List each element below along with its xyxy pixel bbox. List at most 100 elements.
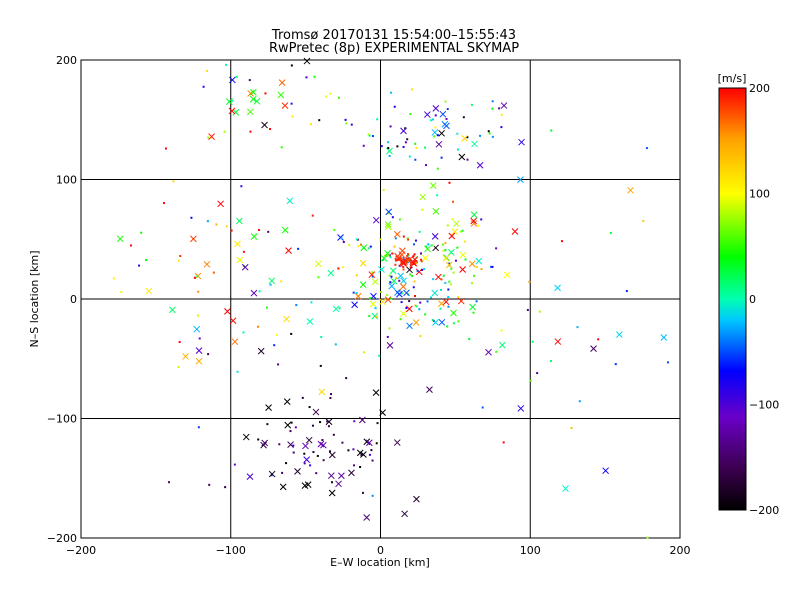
data-point-dot	[355, 291, 358, 294]
data-point-dot	[269, 128, 272, 131]
data-point-dot	[536, 372, 539, 375]
data-point-cross	[303, 57, 311, 65]
data-point-cross	[195, 357, 203, 365]
data-point-dot	[316, 454, 319, 457]
data-point-dot	[472, 311, 475, 314]
data-point-dot	[423, 268, 426, 271]
data-point-dot	[353, 464, 356, 467]
y-axis-title: N–S location [km]	[28, 250, 41, 347]
data-point-dot	[275, 333, 278, 336]
data-point-cross	[232, 109, 240, 116]
data-point-cross	[439, 110, 447, 118]
data-point-dot	[406, 138, 409, 141]
data-point-dot	[409, 273, 412, 276]
data-point-dot	[447, 305, 450, 308]
data-point-dot	[369, 245, 372, 248]
data-point-cross	[301, 482, 309, 489]
data-point-dot	[266, 423, 269, 426]
data-point-dot	[278, 443, 281, 446]
data-point-dot	[389, 256, 392, 259]
data-point-cross	[386, 147, 393, 155]
data-point-cross	[438, 129, 445, 137]
data-point-dot	[495, 350, 498, 353]
data-point-cross	[337, 234, 344, 241]
data-point-dot	[614, 363, 617, 366]
data-point-dot	[412, 286, 415, 289]
data-point-dot	[470, 282, 473, 285]
data-point-dot	[206, 220, 209, 223]
data-point-dot	[396, 145, 399, 148]
data-point-cross	[332, 305, 340, 313]
data-point-dot	[309, 464, 312, 467]
data-point-dot	[331, 481, 334, 484]
data-point-dot	[502, 441, 505, 444]
data-point-cross	[190, 235, 197, 243]
data-point-dot	[415, 305, 418, 308]
data-point-dot	[292, 444, 295, 447]
data-point-dot	[529, 379, 532, 382]
data-point-cross	[257, 347, 265, 355]
colorbar-tick-label: 0	[749, 293, 756, 306]
data-point-dot	[359, 465, 362, 468]
data-point-cross	[385, 208, 393, 216]
data-point-dot	[442, 243, 445, 246]
data-point-cross	[229, 317, 237, 325]
data-point-dot	[208, 483, 211, 486]
data-point-dot	[432, 244, 435, 247]
x-axis-title: E–W location [km]	[330, 556, 430, 569]
data-point-cross	[445, 261, 453, 269]
data-point-dot	[421, 268, 424, 271]
data-point-cross	[116, 235, 124, 243]
data-point-cross	[590, 345, 597, 352]
data-point-dot	[576, 326, 579, 329]
data-point-dot	[491, 265, 494, 268]
data-point-dot	[452, 271, 455, 274]
data-point-cross	[224, 308, 231, 315]
data-point-dot	[429, 119, 432, 122]
data-point-dot	[393, 245, 396, 248]
data-point-dot	[291, 115, 294, 118]
data-point-dot	[164, 147, 167, 150]
data-point-cross	[217, 200, 224, 208]
data-point-dot	[290, 332, 293, 335]
data-point-cross	[406, 322, 413, 330]
data-point-dot	[301, 396, 304, 399]
data-point-dot	[290, 64, 293, 67]
data-point-cross	[277, 91, 285, 99]
data-point-dot	[550, 129, 553, 132]
data-point-cross	[442, 298, 450, 306]
data-point-dot	[329, 396, 332, 399]
data-point-cross	[235, 217, 243, 225]
data-point-dot	[415, 146, 418, 149]
data-point-cross	[253, 97, 261, 105]
data-point-dot	[378, 354, 381, 357]
y-tick-labels: −200 −100 0 100 200	[47, 54, 77, 545]
data-point-dot	[452, 200, 455, 203]
data-point-cross	[450, 309, 457, 317]
colorbar-tick-label: 200	[749, 82, 770, 95]
data-point-dot	[430, 244, 433, 247]
data-point-dot	[330, 393, 333, 396]
data-point-dot	[491, 135, 494, 138]
data-point-cross	[660, 334, 668, 341]
data-point-dot	[491, 100, 494, 103]
data-point-cross	[360, 451, 367, 458]
y-tick-label: 0	[70, 293, 77, 306]
data-point-dot	[457, 148, 460, 151]
data-point-dot	[466, 136, 469, 139]
data-point-dot	[425, 245, 428, 248]
data-point-dot	[371, 135, 374, 138]
data-point-dot	[355, 238, 358, 241]
data-point-dot	[480, 218, 483, 221]
data-point-cross	[459, 251, 467, 259]
data-point-dot	[436, 134, 439, 137]
data-point-cross	[380, 255, 388, 262]
data-point-dot	[329, 450, 332, 453]
data-point-dot	[352, 448, 355, 451]
data-point-dot	[375, 442, 378, 445]
data-point-cross	[318, 388, 326, 396]
data-point-dot	[207, 353, 210, 356]
data-point-cross	[435, 140, 443, 148]
data-point-dot	[265, 306, 268, 309]
data-point-cross	[338, 472, 345, 480]
